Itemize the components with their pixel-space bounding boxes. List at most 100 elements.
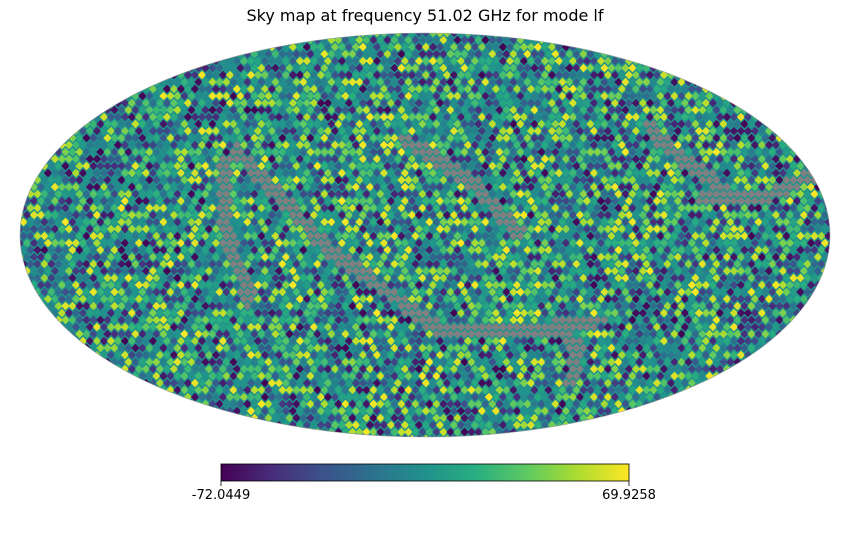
map-pixel <box>715 182 725 192</box>
map-pixel <box>474 329 483 339</box>
map-pixel <box>596 224 606 234</box>
map-pixel <box>120 350 130 360</box>
map-pixel <box>348 133 357 143</box>
map-pixel <box>715 140 725 150</box>
map-pixel <box>54 273 63 283</box>
map-pixel <box>26 203 35 213</box>
map-pixel <box>516 189 525 199</box>
map-pixel <box>390 231 399 241</box>
map-pixel <box>229 231 238 241</box>
map-pixel <box>467 287 476 297</box>
map-pixel <box>225 56 235 66</box>
map-pixel <box>561 280 571 290</box>
map-pixel <box>43 140 53 150</box>
map-pixel <box>404 35 413 45</box>
map-pixel <box>337 112 347 122</box>
map-pixel <box>467 203 476 213</box>
map-pixel <box>715 126 725 136</box>
map-pixel <box>211 140 221 150</box>
map-pixel <box>99 280 109 290</box>
map-pixel <box>523 63 532 73</box>
map-pixel <box>789 273 798 283</box>
map-pixel <box>173 133 182 143</box>
map-pixel <box>603 238 613 248</box>
map-pixel <box>204 266 214 276</box>
map-pixel <box>736 294 746 304</box>
map-pixel <box>26 301 35 311</box>
map-pixel <box>166 259 175 269</box>
map-pixel <box>208 231 217 241</box>
map-pixel <box>89 245 98 255</box>
map-pixel <box>222 77 231 87</box>
map-pixel <box>215 175 224 185</box>
map-pixel <box>358 350 368 360</box>
map-pixel <box>78 322 88 332</box>
map-pixel <box>302 336 312 346</box>
map-pixel <box>516 77 525 87</box>
map-pixel <box>495 77 504 87</box>
map-pixel <box>579 161 588 171</box>
map-pixel <box>29 238 39 248</box>
map-pixel <box>481 77 490 87</box>
map-pixel <box>180 77 189 87</box>
map-pixel <box>215 203 224 213</box>
map-pixel <box>708 336 718 346</box>
map-pixel <box>218 182 228 192</box>
map-pixel <box>470 98 480 108</box>
map-pixel <box>141 98 151 108</box>
map-pixel <box>568 252 578 262</box>
map-pixel <box>197 322 207 332</box>
map-pixel <box>383 133 392 143</box>
map-pixel <box>131 203 140 213</box>
map-pixel <box>271 287 280 297</box>
map-pixel <box>512 364 522 374</box>
map-pixel <box>460 273 469 283</box>
map-pixel <box>239 350 249 360</box>
map-pixel <box>302 70 312 80</box>
map-pixel <box>323 168 333 178</box>
map-pixel <box>148 294 158 304</box>
map-pixel <box>575 70 585 80</box>
map-pixel <box>526 252 536 262</box>
map-pixel <box>596 140 606 150</box>
map-pixel <box>253 140 263 150</box>
map-pixel <box>288 266 298 276</box>
map-pixel <box>572 63 581 73</box>
map-pixel <box>78 308 88 318</box>
map-pixel <box>22 168 32 178</box>
map-pixel <box>337 126 347 136</box>
map-pixel <box>344 154 354 164</box>
map-pixel <box>92 308 102 318</box>
map-pixel <box>439 245 448 255</box>
map-pixel <box>817 161 826 171</box>
map-pixel <box>743 364 753 374</box>
map-pixel <box>512 98 522 108</box>
map-pixel <box>656 77 665 87</box>
map-pixel <box>491 42 501 52</box>
map-pixel <box>113 280 123 290</box>
map-pixel <box>502 119 511 129</box>
map-pixel <box>78 182 88 192</box>
map-pixel <box>243 63 252 73</box>
map-pixel <box>358 182 368 192</box>
map-pixel <box>757 266 767 276</box>
map-pixel <box>796 175 805 185</box>
map-pixel <box>85 266 95 276</box>
map-pixel <box>659 196 669 206</box>
map-pixel <box>603 210 613 220</box>
map-pixel <box>568 308 578 318</box>
map-pixel <box>148 182 158 192</box>
map-pixel <box>134 322 144 332</box>
map-pixel <box>533 168 543 178</box>
map-pixel <box>103 301 112 311</box>
map-pixel <box>117 371 126 381</box>
map-pixel <box>218 322 228 332</box>
map-pixel <box>400 210 410 220</box>
map-pixel <box>173 329 182 339</box>
map-pixel <box>757 252 767 262</box>
map-pixel <box>50 210 60 220</box>
map-pixel <box>425 203 434 213</box>
map-pixel <box>558 105 567 115</box>
map-pixel <box>474 35 483 45</box>
map-pixel <box>523 301 532 311</box>
